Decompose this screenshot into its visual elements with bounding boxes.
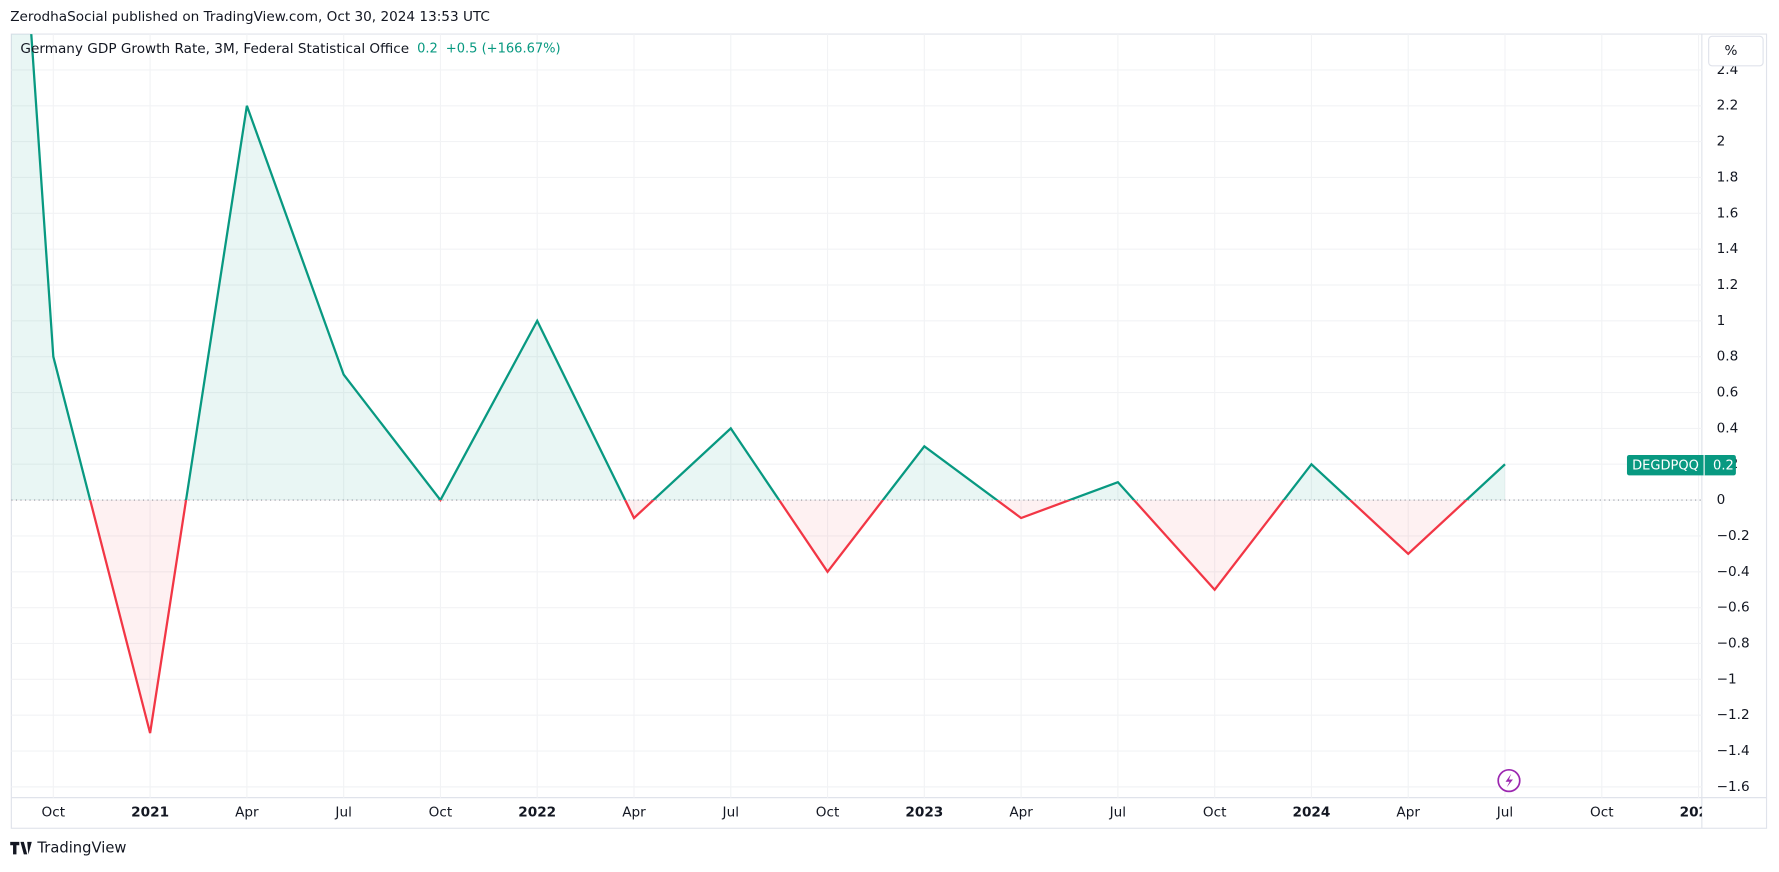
x-tick-label: Jul	[1109, 804, 1126, 820]
y-tick-label: 0.4	[1717, 420, 1739, 436]
published-note: ZerodhaSocial published on TradingView.c…	[10, 9, 490, 25]
x-tick-label: Apr	[235, 804, 259, 820]
y-tick-label: 1.8	[1717, 169, 1739, 185]
x-tick-label: 2025	[1680, 804, 1718, 820]
x-tick-label: Oct	[42, 804, 66, 820]
line-negative	[89, 500, 1468, 734]
footer-brand: TradingView	[36, 840, 126, 857]
event-icon-bolt	[1505, 773, 1513, 788]
x-tick-label: 2021	[131, 804, 169, 820]
y-tick-label: 0.8	[1717, 349, 1739, 365]
x-axis-labels: Oct 2021 Apr Jul Oct 2022 Apr Jul Oct 2023 Apr Jul O…	[42, 804, 1718, 820]
y-tick-label: 1.6	[1717, 205, 1739, 221]
x-tick-label: Oct	[1203, 804, 1227, 820]
y-tick-label: 0.6	[1717, 385, 1739, 401]
y-tick-label: −1.6	[1717, 779, 1750, 795]
negative-region	[89, 500, 1468, 734]
y-tick-label: 1	[1717, 313, 1726, 329]
plot-area	[11, 34, 1506, 734]
x-tick-label: Oct	[1590, 804, 1614, 820]
line-positive	[30, 34, 1506, 501]
x-tick-label: Oct	[429, 804, 453, 820]
x-tick-label: Jul	[722, 804, 739, 820]
x-tick-label: Apr	[1396, 804, 1420, 820]
y-tick-label: −0.6	[1717, 600, 1750, 616]
x-tick-label: Oct	[816, 804, 840, 820]
y-tick-label: 2	[1717, 134, 1726, 150]
y-tick-label: −1.4	[1717, 743, 1750, 759]
x-tick-label: 2024	[1292, 804, 1330, 820]
x-tick-label: Jul	[1496, 804, 1513, 820]
y-tick-label: −0.2	[1717, 528, 1750, 544]
x-tick-label: Apr	[622, 804, 646, 820]
x-tick-label: 2023	[905, 804, 943, 820]
legend-title: Germany GDP Growth Rate, 3M, Federal Sta…	[20, 41, 409, 57]
price-label-value: 0.2	[1713, 458, 1734, 473]
x-tick-label: Apr	[1009, 804, 1033, 820]
price-label-symbol: DEGDPQQ	[1632, 458, 1699, 473]
unit-button[interactable]	[1708, 35, 1764, 67]
y-tick-label: −0.8	[1717, 635, 1750, 651]
area-positive	[11, 34, 1506, 501]
y-tick-label: 2.2	[1717, 98, 1739, 114]
chart-frame	[10, 33, 1768, 829]
legend-value: 0.2	[417, 41, 438, 56]
tv-logo	[10, 841, 32, 855]
legend-change: +0.5 (+166.67%)	[446, 41, 561, 56]
x-tick-label: 2022	[518, 804, 556, 820]
y-tick-label: −0.4	[1717, 564, 1750, 580]
unit-label[interactable]: %	[1725, 43, 1738, 59]
price-label-box	[1626, 454, 1736, 476]
y-tick-label: −1	[1717, 671, 1737, 687]
positive-region	[11, 34, 1506, 501]
x-tick-label: Jul	[334, 804, 351, 820]
y-tick-label: −1.2	[1717, 707, 1750, 723]
y-tick-label: 1.4	[1717, 241, 1739, 257]
y-tick-label: 1.2	[1717, 277, 1739, 293]
y-tick-label: 0	[1717, 492, 1726, 508]
